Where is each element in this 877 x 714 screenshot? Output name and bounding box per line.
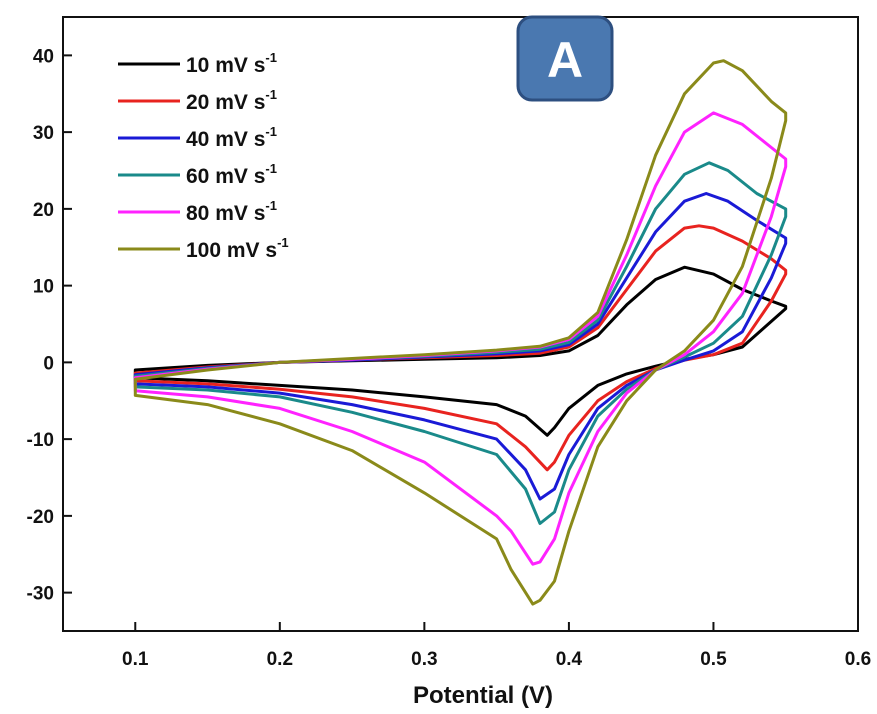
y-tick-label: -10	[27, 430, 54, 451]
series-line-100	[133, 59, 788, 606]
legend: 10 mV s-1 20 mV s-1 40 mV s-1 60 mV s-1 80 m…	[118, 50, 289, 262]
x-axis-title: Potential (V)	[413, 682, 553, 709]
y-axis-ticks: 40 30 20 10 0 -10 -20 -30	[27, 46, 72, 605]
y-tick-label: 0	[43, 353, 54, 374]
x-tick-label: 0.6	[845, 649, 871, 670]
legend-label: 100 mV s-1	[186, 235, 289, 262]
x-tick-label: 0.4	[556, 649, 583, 670]
series-layer	[133, 59, 788, 606]
legend-label: 40 mV s-1	[186, 124, 277, 151]
y-tick-label: -30	[27, 584, 54, 605]
x-axis-ticks: 0.1 0.2 0.3 0.4 0.5 0.6	[122, 622, 871, 670]
series-line-60	[133, 161, 788, 525]
x-tick-label: 0.2	[267, 649, 293, 670]
plot-frame	[62, 16, 859, 632]
series-line-40	[133, 192, 788, 501]
series-line-10	[133, 265, 788, 437]
y-tick-label: 10	[33, 277, 54, 298]
panel-badge-box	[516, 15, 614, 102]
legend-label: 20 mV s-1	[186, 87, 277, 114]
y-tick-label: 20	[33, 200, 54, 221]
y-tick-label: 40	[33, 46, 54, 67]
series-line-20	[133, 224, 788, 472]
legend-label: 60 mV s-1	[186, 161, 277, 188]
panel-label: A	[547, 32, 583, 88]
legend-label: 10 mV s-1	[186, 50, 277, 77]
legend-label: 80 mV s-1	[186, 198, 277, 225]
x-tick-label: 0.5	[700, 649, 727, 670]
y-tick-label: 30	[33, 123, 54, 144]
y-tick-label: -20	[27, 507, 54, 528]
panel-badge: A	[516, 15, 614, 102]
x-tick-label: 0.3	[411, 649, 437, 670]
x-tick-label: 0.1	[122, 649, 149, 670]
